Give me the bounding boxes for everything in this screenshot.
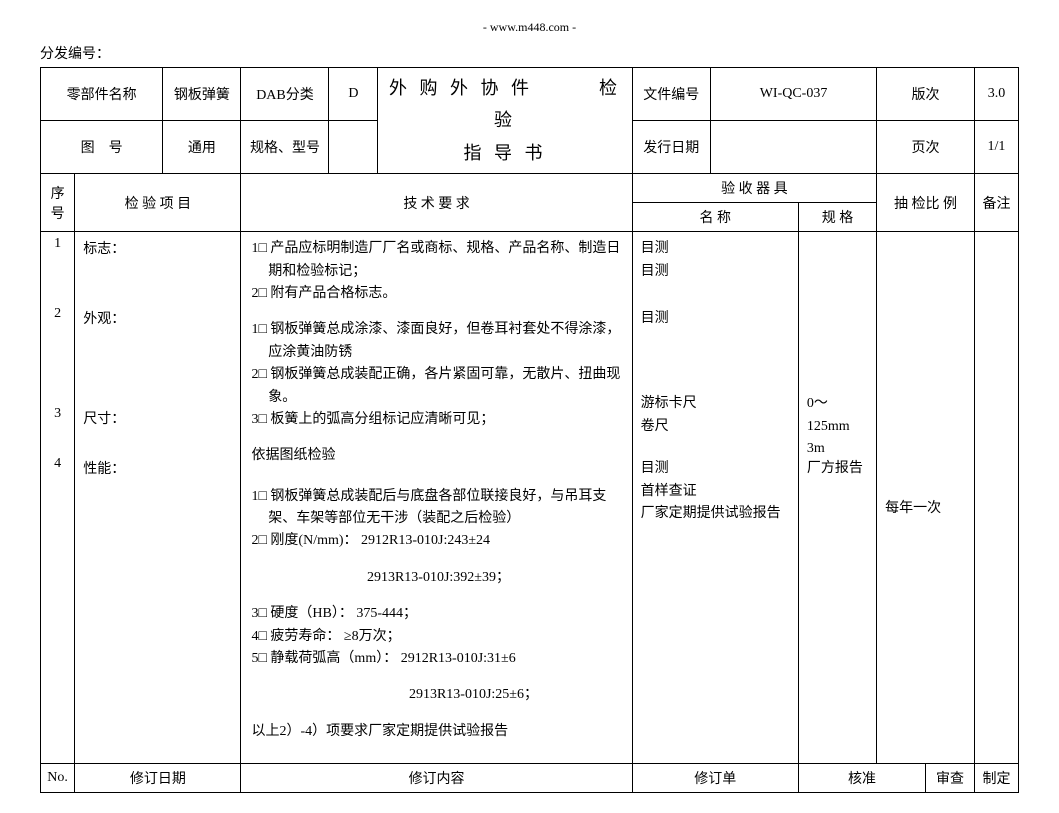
rev-value: 3.0 <box>974 68 1018 121</box>
r4-5: 5□ 静载荷弧高（mm）： 2912R13-010J:31±6 <box>251 648 621 670</box>
r1-2: 2□ 附有产品合格标志。 <box>251 283 621 305</box>
col-tool-group: 验 收 器 具 <box>632 174 876 203</box>
col-seq: 序号 <box>41 174 75 232</box>
foot-make: 制定 <box>974 764 1018 793</box>
r1-1: 1□ 产品应标明制造厂厂名或商标、规格、产品名称、制造日期和检验标记； <box>251 238 621 283</box>
title-line1: 外 购 外 协 件 检 验 <box>389 78 621 130</box>
distribution-number-label: 分发编号： <box>40 43 1019 63</box>
col-remark: 备注 <box>974 174 1018 232</box>
foot-review: 审查 <box>926 764 975 793</box>
t3-1: 游标卡尺 <box>641 393 790 415</box>
remark-cell <box>974 232 1018 764</box>
s4-2: 厂方报告 <box>807 458 868 480</box>
remark-4: 每年一次 <box>885 498 966 520</box>
dab-value: D <box>329 68 378 121</box>
spec-value <box>329 121 378 174</box>
issue-value <box>710 121 876 174</box>
part-name-label: 零部件名称 <box>41 68 163 121</box>
drawing-label: 图 号 <box>41 121 163 174</box>
col-item: 检 验 项 目 <box>75 174 241 232</box>
seq-3: 3 <box>47 406 68 456</box>
r2-2: 2□ 钢板弹簧总成装配正确，各片紧固可靠，无散片、扭曲现象。 <box>251 364 621 409</box>
seq-1: 1 <box>47 236 68 306</box>
doc-title: 外 购 外 协 件 检 验 指 导 书 <box>378 68 632 174</box>
issue-label: 发行日期 <box>632 121 710 174</box>
foot-rev-content: 修订内容 <box>241 764 632 793</box>
ratio-cell: 每年一次 <box>877 232 975 764</box>
r4-6: 以上2）-4）项要求厂家定期提供试验报告 <box>251 721 621 743</box>
col-tool-name: 名 称 <box>632 203 798 232</box>
seq-cell: 1 2 3 4 <box>41 232 75 764</box>
t4-1: 目测 <box>641 458 790 480</box>
spec-label: 规格、型号 <box>241 121 329 174</box>
doc-no-label: 文件编号 <box>632 68 710 121</box>
req-cell: 1□ 产品应标明制造厂厂名或商标、规格、产品名称、制造日期和检验标记； 2□ 附… <box>241 232 632 764</box>
tool-name-cell: 目测 目测 目测 游标卡尺 卷尺 目测 首样查证 厂家定期提供试验报告 <box>632 232 798 764</box>
dab-label: DAB分类 <box>241 68 329 121</box>
drawing-value: 通用 <box>163 121 241 174</box>
body-row: 1 2 3 4 标志： 外观： 尺寸： 性能： 1□ 产品应标明制造厂厂名或商标… <box>41 232 1019 764</box>
seq-2: 2 <box>47 306 68 406</box>
r2-1: 1□ 钢板弹簧总成涂漆、漆面良好，但卷耳衬套处不得涂漆，应涂黄油防锈 <box>251 319 621 364</box>
item-3: 尺寸： <box>83 408 232 458</box>
main-table: 零部件名称 钢板弹簧 DAB分类 D 外 购 外 协 件 检 验 指 导 书 文… <box>40 67 1019 793</box>
t1-2: 目测 <box>641 261 790 283</box>
item-cell: 标志： 外观： 尺寸： 性能： <box>75 232 241 764</box>
page-value: 1/1 <box>974 121 1018 174</box>
url-header: - www.m448.com - <box>40 20 1019 35</box>
col-header-row-1: 序号 检 验 项 目 技 术 要 求 验 收 器 具 抽 检比 例 备注 <box>41 174 1019 203</box>
r4-5b: 2913R13-010J:25±6； <box>251 684 621 706</box>
s3-1: 0～125mm <box>807 393 868 438</box>
r4-2b: 2913R13-010J:392±39； <box>251 567 621 589</box>
r4-2: 2□ 刚度(N/mm)： 2912R13-010J:243±24 <box>251 530 621 552</box>
t1-1: 目测 <box>641 238 790 260</box>
title-line2: 指 导 书 <box>464 143 547 163</box>
r3-1: 依据图纸检验 <box>251 445 621 467</box>
t4-2: 首样查证 <box>641 481 790 503</box>
foot-rev-date: 修订日期 <box>75 764 241 793</box>
header-row-1: 零部件名称 钢板弹簧 DAB分类 D 外 购 外 协 件 检 验 指 导 书 文… <box>41 68 1019 121</box>
r4-1: 1□ 钢板弹簧总成装配后与底盘各部位联接良好，与吊耳支架、车架等部位无干涉（装配… <box>251 486 621 531</box>
r4-3: 3□ 硬度（HB）： 375-444； <box>251 603 621 625</box>
t2-1: 目测 <box>641 308 790 330</box>
item-4: 性能： <box>83 458 232 478</box>
t4-3: 厂家定期提供试验报告 <box>641 503 790 525</box>
part-name-value: 钢板弹簧 <box>163 68 241 121</box>
doc-no-value: WI-QC-037 <box>710 68 876 121</box>
foot-no: No. <box>41 764 75 793</box>
r2-3: 3□ 板簧上的弧高分组标记应清晰可见； <box>251 409 621 431</box>
rev-label: 版次 <box>877 68 975 121</box>
foot-rev-order: 修订单 <box>632 764 798 793</box>
foot-approve: 核准 <box>798 764 925 793</box>
item-2: 外观： <box>83 308 232 408</box>
seq-4: 4 <box>47 456 68 472</box>
s3-2: 3m <box>807 438 868 460</box>
col-req: 技 术 要 求 <box>241 174 632 232</box>
col-ratio: 抽 检比 例 <box>877 174 975 232</box>
footer-row: No. 修订日期 修订内容 修订单 核准 审查 制定 <box>41 764 1019 793</box>
item-1: 标志： <box>83 238 232 308</box>
tool-spec-cell: 0～125mm 3m 厂方报告 <box>798 232 876 764</box>
col-tool-spec: 规 格 <box>798 203 876 232</box>
r4-4: 4□ 疲劳寿命： ≥8万次； <box>251 626 621 648</box>
t3-2: 卷尺 <box>641 416 790 438</box>
page-label: 页次 <box>877 121 975 174</box>
